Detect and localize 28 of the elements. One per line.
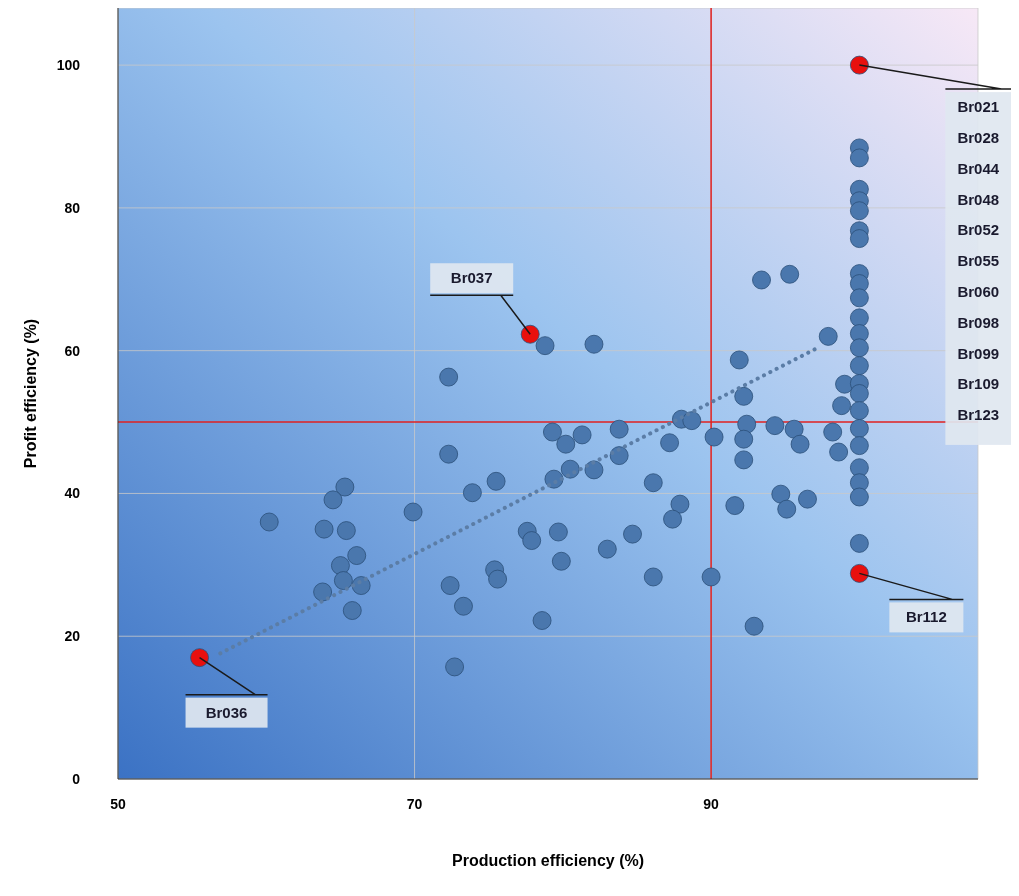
point [849,564,869,583]
y-tick-label: 0 [72,770,81,787]
annotation: Br052 [957,221,1000,239]
x-tick-label: 50 [110,795,126,812]
y-axis-title: Profit efficiency (%) [21,318,39,469]
y-tick-label: 20 [64,628,81,645]
annotation: Br048 [957,190,1000,208]
annotation: Br098 [957,313,1000,331]
annotation: Br055 [957,252,1000,270]
annotation: Br044 [957,159,1000,177]
y-tick-label: 40 [64,485,81,502]
y-tick-label: 100 [56,57,81,74]
annotation: Br036 [205,703,248,721]
annotation: Br112 [905,608,947,626]
y-tick-label: 60 [64,342,81,359]
annotation: Br021 [957,98,1000,116]
x-axis-title: Production efficiency (%) [451,852,645,869]
x-tick-label: 90 [703,795,720,812]
x-tick-label: 70 [406,795,423,812]
annotation: Br028 [957,128,1000,146]
annotation: Br099 [957,344,1000,362]
annotation: Br037 [450,269,493,287]
annotation: Br123 [957,406,1000,424]
point [190,648,209,668]
y-tick-label: 80 [64,199,81,216]
annotation: Br109 [957,375,1000,393]
point [520,324,540,344]
annotation: Br060 [957,282,1000,300]
